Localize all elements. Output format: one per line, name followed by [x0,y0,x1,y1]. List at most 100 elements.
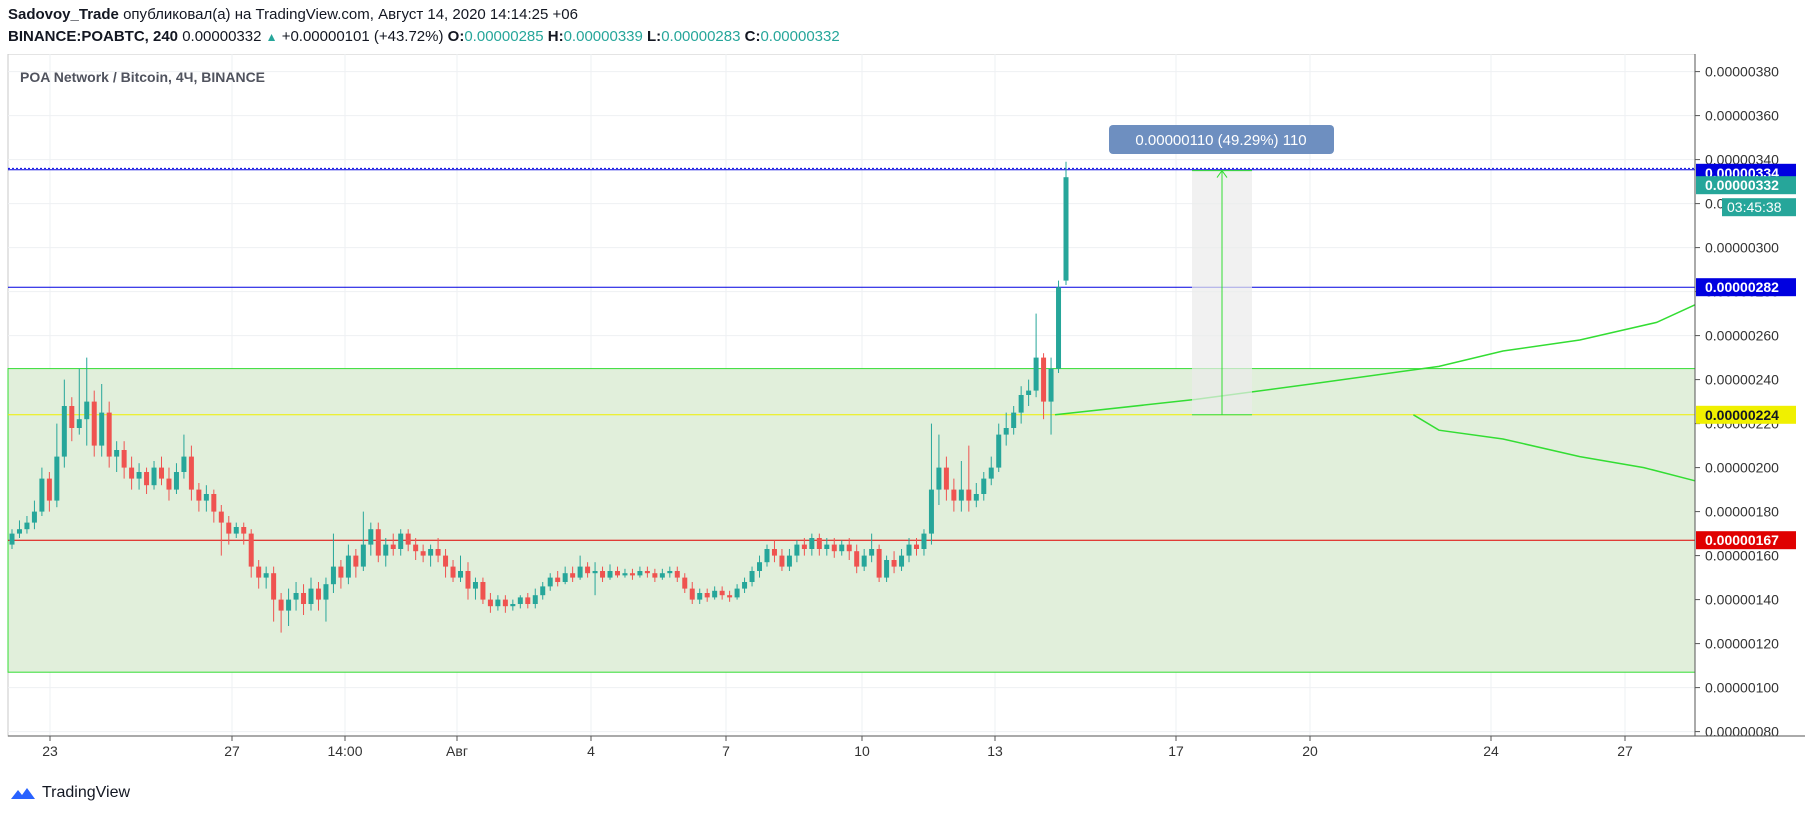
candle-body [495,599,501,607]
candle-body [1003,428,1009,435]
y-tick-label: 0.00000140 [1705,592,1779,608]
candle-body [9,533,15,545]
candle-body [667,571,673,574]
candles [9,161,1069,633]
y-tick-label: 0.00000360 [1705,108,1779,124]
candle-body [607,571,613,578]
candle-body [682,577,688,589]
last-price: 0.00000332 [182,28,262,45]
candle-body [809,538,815,549]
open-label: O: [447,28,465,45]
candle-body [1011,412,1017,428]
projection-lower-curve [1413,414,1696,482]
candle-body [458,571,464,578]
y-tick-label: 0.00000160 [1705,548,1779,564]
candle-body [570,573,576,578]
candle-body [966,489,972,501]
candle-body [345,555,351,578]
candle-body [764,549,770,563]
open-value: 0.00000285 [464,28,544,45]
candle-body [906,544,912,556]
candle-body [988,467,994,479]
candle-body [383,544,389,556]
candle-body [54,456,60,501]
candle-body [1063,177,1069,281]
candle-body [600,571,606,578]
horizontal-levels [8,167,1695,541]
candle-body [816,538,822,549]
candle-body [854,551,860,567]
candle-body [996,434,1002,468]
candle-body [532,595,538,604]
chart-title: POA Network / Bitcoin, 4Ч, BINANCE [20,69,265,85]
x-tick-label: 7 [722,743,730,759]
candle-body [129,467,135,479]
candle-body [151,467,157,486]
price-range-measure[interactable]: 0.00000110 (49.29%) 110 [1109,125,1334,416]
candle-body [136,472,142,479]
tradingview-logo[interactable]: TradingView [10,784,130,802]
candle-body [622,573,628,576]
candle-body [547,577,553,587]
x-tick-label: 27 [1617,743,1633,759]
price-label-box [1696,531,1796,550]
y-tick-label: 0.00000240 [1705,372,1779,388]
countdown-label: 03:45:38 [1727,199,1782,215]
price-label: 0.00000282 [1705,279,1779,295]
low-label: L: [647,28,662,45]
candle-body [106,412,112,457]
candle-body [921,533,927,549]
x-tick-label: 17 [1168,743,1184,759]
x-tick-label: 13 [987,743,1003,759]
candle-body [31,511,37,523]
brand-name: TradingView [42,784,131,801]
candle-body [233,527,239,534]
candle-body [869,549,875,556]
candle-body [211,494,217,512]
candle-body [1041,357,1047,402]
candle-body [480,582,486,600]
candle-body [301,593,307,604]
candle-body [577,566,583,578]
author-name[interactable]: Sadovoy_Trade [8,6,119,23]
candle-body [510,604,516,607]
price-change: +0.00000101 (+43.72%) [281,28,444,45]
price-label: 0.00000167 [1705,532,1779,548]
candle-body [84,401,90,420]
candle-body [592,571,598,574]
candle-body [435,549,441,556]
candle-body [876,549,882,578]
candle-body [861,555,867,567]
publish-header: Sadovoy_Trade опубликовал(а) на TradingV… [8,6,578,23]
candle-body [472,582,478,589]
candle-body [786,555,792,567]
candle-body [562,573,568,582]
candle-body [884,560,890,578]
y-tick-label: 0.00000300 [1705,240,1779,256]
candle-body [450,566,456,578]
candle-body [375,529,381,556]
candle-body [517,597,523,604]
y-tick-label: 0.00000080 [1705,724,1779,740]
candle-body [398,533,404,549]
price-label: 0.00000332 [1705,177,1779,193]
y-tick-label: 0.00000380 [1705,64,1779,80]
candle-body [540,586,546,596]
candle-body [263,573,269,578]
price-label-box [1696,405,1796,424]
candle-body [659,573,665,578]
price-chart[interactable]: 0.00000110 (49.29%) 110 0.00000380 0.0000… [0,54,1805,776]
candle-body [218,511,224,523]
x-tick-label: 23 [42,743,58,759]
candle-body [585,566,591,574]
measure-arrowhead-icon [1216,169,1228,178]
candle-body [278,599,284,611]
candle-body [652,573,658,578]
candle-body [674,571,680,578]
candle-body [689,588,695,600]
y-tick-label: 0.00000340 [1705,152,1779,168]
candle-body [173,472,179,490]
close-label: C: [744,28,761,45]
candle-body [1026,390,1032,395]
candle-body [928,489,934,534]
